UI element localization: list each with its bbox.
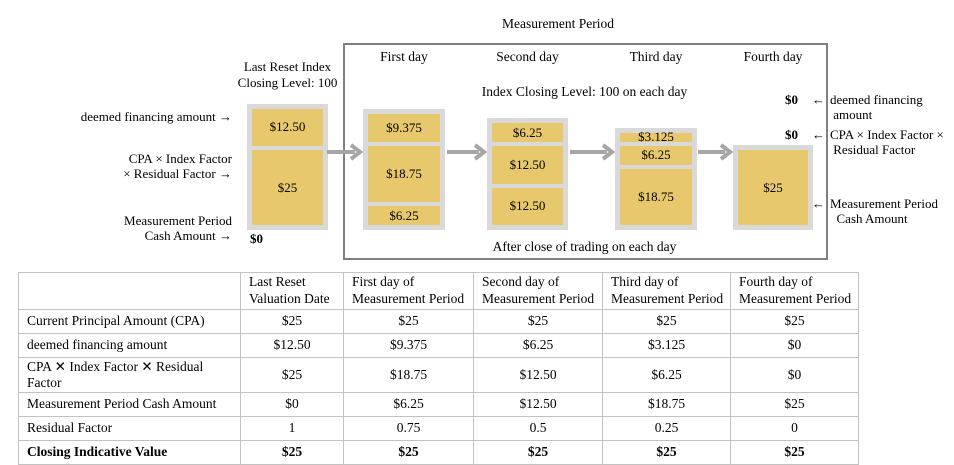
- cell-value: $18.75: [343, 356, 474, 393]
- flow-arrow-4: [698, 143, 733, 161]
- column-header: [18, 272, 241, 310]
- cell-value: $0: [730, 356, 859, 393]
- right-label-deemed-financing: ← deemed financing amount: [812, 92, 923, 123]
- diagram-title: Measurement Period: [501, 16, 615, 31]
- left-arrow-icon: ←: [812, 92, 825, 107]
- row-label: Measurement Period Cash Amount: [18, 391, 241, 417]
- right-label-cpa-factor: ← CPA × Index Factor × Residual Factor: [812, 127, 944, 158]
- measurement-period-diagram: Measurement Period First day Second day Th…: [80, 16, 944, 260]
- row-label: Residual Factor: [18, 415, 241, 441]
- column-header: Third day of Measurement Period: [602, 272, 731, 310]
- cell-value: $18.75: [602, 391, 731, 417]
- table-row: Measurement Period Cash Amount $0 $6.25 $12…: [18, 391, 859, 417]
- cell-value: $25: [473, 308, 603, 334]
- column-header: First day of Measurement Period: [343, 272, 474, 310]
- day-label-third-day: Third day: [629, 49, 683, 64]
- value-box: $6.25: [368, 206, 440, 225]
- value-box: $6.25: [620, 146, 692, 165]
- cell-value: $25: [240, 308, 344, 334]
- value-box: $18.75: [368, 146, 440, 203]
- left-arrow-icon: ←: [812, 196, 825, 211]
- value-box: $25: [252, 150, 323, 225]
- table-row: CPA ✕ Index Factor ✕ Residual Factor $25 $…: [18, 356, 859, 393]
- value-box: $25: [738, 150, 808, 225]
- index-closing-level-note: Index Closing Level: 100 on each day: [481, 84, 688, 99]
- cell-value: $0: [240, 391, 344, 417]
- column-header: Last Reset Valuation Date: [240, 272, 344, 310]
- stack-fourth-day: $25: [733, 145, 813, 230]
- flow-arrow-3: [570, 143, 615, 161]
- column-header: Fourth day of Measurement Period: [730, 272, 859, 310]
- row-label: CPA ✕ Index Factor ✕ Residual Factor: [18, 356, 241, 393]
- cell-value: $6.25: [343, 391, 474, 417]
- value-box: $9.375: [368, 113, 440, 142]
- last-reset-index-label: Last Reset Index Closing Level: 100: [237, 59, 338, 90]
- flow-arrow-2: [447, 143, 487, 161]
- stack-last-reset: $12.50 $25: [247, 103, 328, 230]
- cell-value: $9.375: [343, 332, 474, 358]
- last-reset-cash-zero: $0: [250, 231, 263, 246]
- value-box: $3.125: [620, 129, 692, 144]
- cell-value: $3.125: [602, 332, 731, 358]
- cell-value: $25: [343, 308, 474, 334]
- stack-second-day: $6.25 $12.50 $12.50: [487, 118, 568, 230]
- cell-value: $6.25: [602, 356, 731, 393]
- value-box: $18.75: [620, 168, 692, 225]
- cell-value: $12.50: [473, 356, 603, 393]
- value-box: $12.50: [492, 187, 563, 225]
- day-label-second-day: Second day: [496, 49, 559, 64]
- cell-value: $12.50: [240, 332, 344, 358]
- cell-value: $25: [730, 439, 859, 465]
- left-label-cash-amount: Measurement Period Cash Amount →: [124, 213, 232, 244]
- cell-value: 1: [240, 415, 344, 441]
- cell-value: $25: [240, 356, 344, 393]
- stack-first-day: $9.375 $18.75 $6.25: [363, 108, 445, 230]
- right-label-cash-amount: ← Measurement Period Cash Amount: [812, 196, 938, 227]
- fourth-day-financing-zero: $0: [785, 92, 798, 107]
- fourth-day-cpa-zero: $0: [785, 127, 798, 142]
- table-row: Current Principal Amount (CPA) $25 $25 $25 $…: [18, 308, 859, 334]
- value-box: $12.50: [252, 108, 323, 146]
- column-header: Second day of Measurement Period: [473, 272, 603, 310]
- left-label-deemed-financing: deemed financing amount →: [80, 109, 232, 124]
- table-row: Residual Factor 1 0.75 0.5 0.25 0: [18, 415, 859, 441]
- cell-value: $25: [730, 308, 859, 334]
- table-row: deemed financing amount $12.50 $9.375 $6.25…: [18, 332, 859, 358]
- cell-value: $25: [240, 439, 344, 465]
- cell-value: $25: [602, 439, 731, 465]
- table-header-row: Last Reset Valuation Date First day of Me…: [18, 272, 859, 310]
- left-label-cpa-factor: CPA × Index Factor × Residual Factor →: [123, 151, 232, 182]
- values-table-wrap: Last Reset Valuation Date First day of Me…: [18, 272, 859, 465]
- cell-value: $12.50: [473, 391, 603, 417]
- day-label-first-day: First day: [380, 49, 428, 64]
- cell-value: 0.25: [602, 415, 731, 441]
- row-label: deemed financing amount: [18, 332, 241, 358]
- day-label-fourth-day: Fourth day: [743, 49, 803, 64]
- row-label: Current Principal Amount (CPA): [18, 308, 241, 334]
- flow-arrow-1: [327, 143, 363, 161]
- after-close-note: After close of trading on each day: [492, 239, 677, 254]
- table-row: Closing Indicative Value $25 $25 $25 $25 $25: [18, 439, 859, 465]
- cell-value: 0.75: [343, 415, 474, 441]
- cell-value: 0.5: [473, 415, 603, 441]
- value-box: $6.25: [492, 123, 563, 142]
- cell-value: $25: [473, 439, 603, 465]
- values-table: Last Reset Valuation Date First day of Me…: [18, 272, 859, 465]
- cell-value: $25: [343, 439, 474, 465]
- cell-value: $0: [730, 332, 859, 358]
- left-arrow-icon: ←: [812, 127, 825, 142]
- stack-third-day: $3.125 $6.25 $18.75: [615, 127, 697, 230]
- cell-value: $6.25: [473, 332, 603, 358]
- cell-value: $25: [602, 308, 731, 334]
- cell-value: $25: [730, 391, 859, 417]
- value-box: $12.50: [492, 146, 563, 184]
- cell-value: 0: [730, 415, 859, 441]
- row-label: Closing Indicative Value: [18, 439, 241, 465]
